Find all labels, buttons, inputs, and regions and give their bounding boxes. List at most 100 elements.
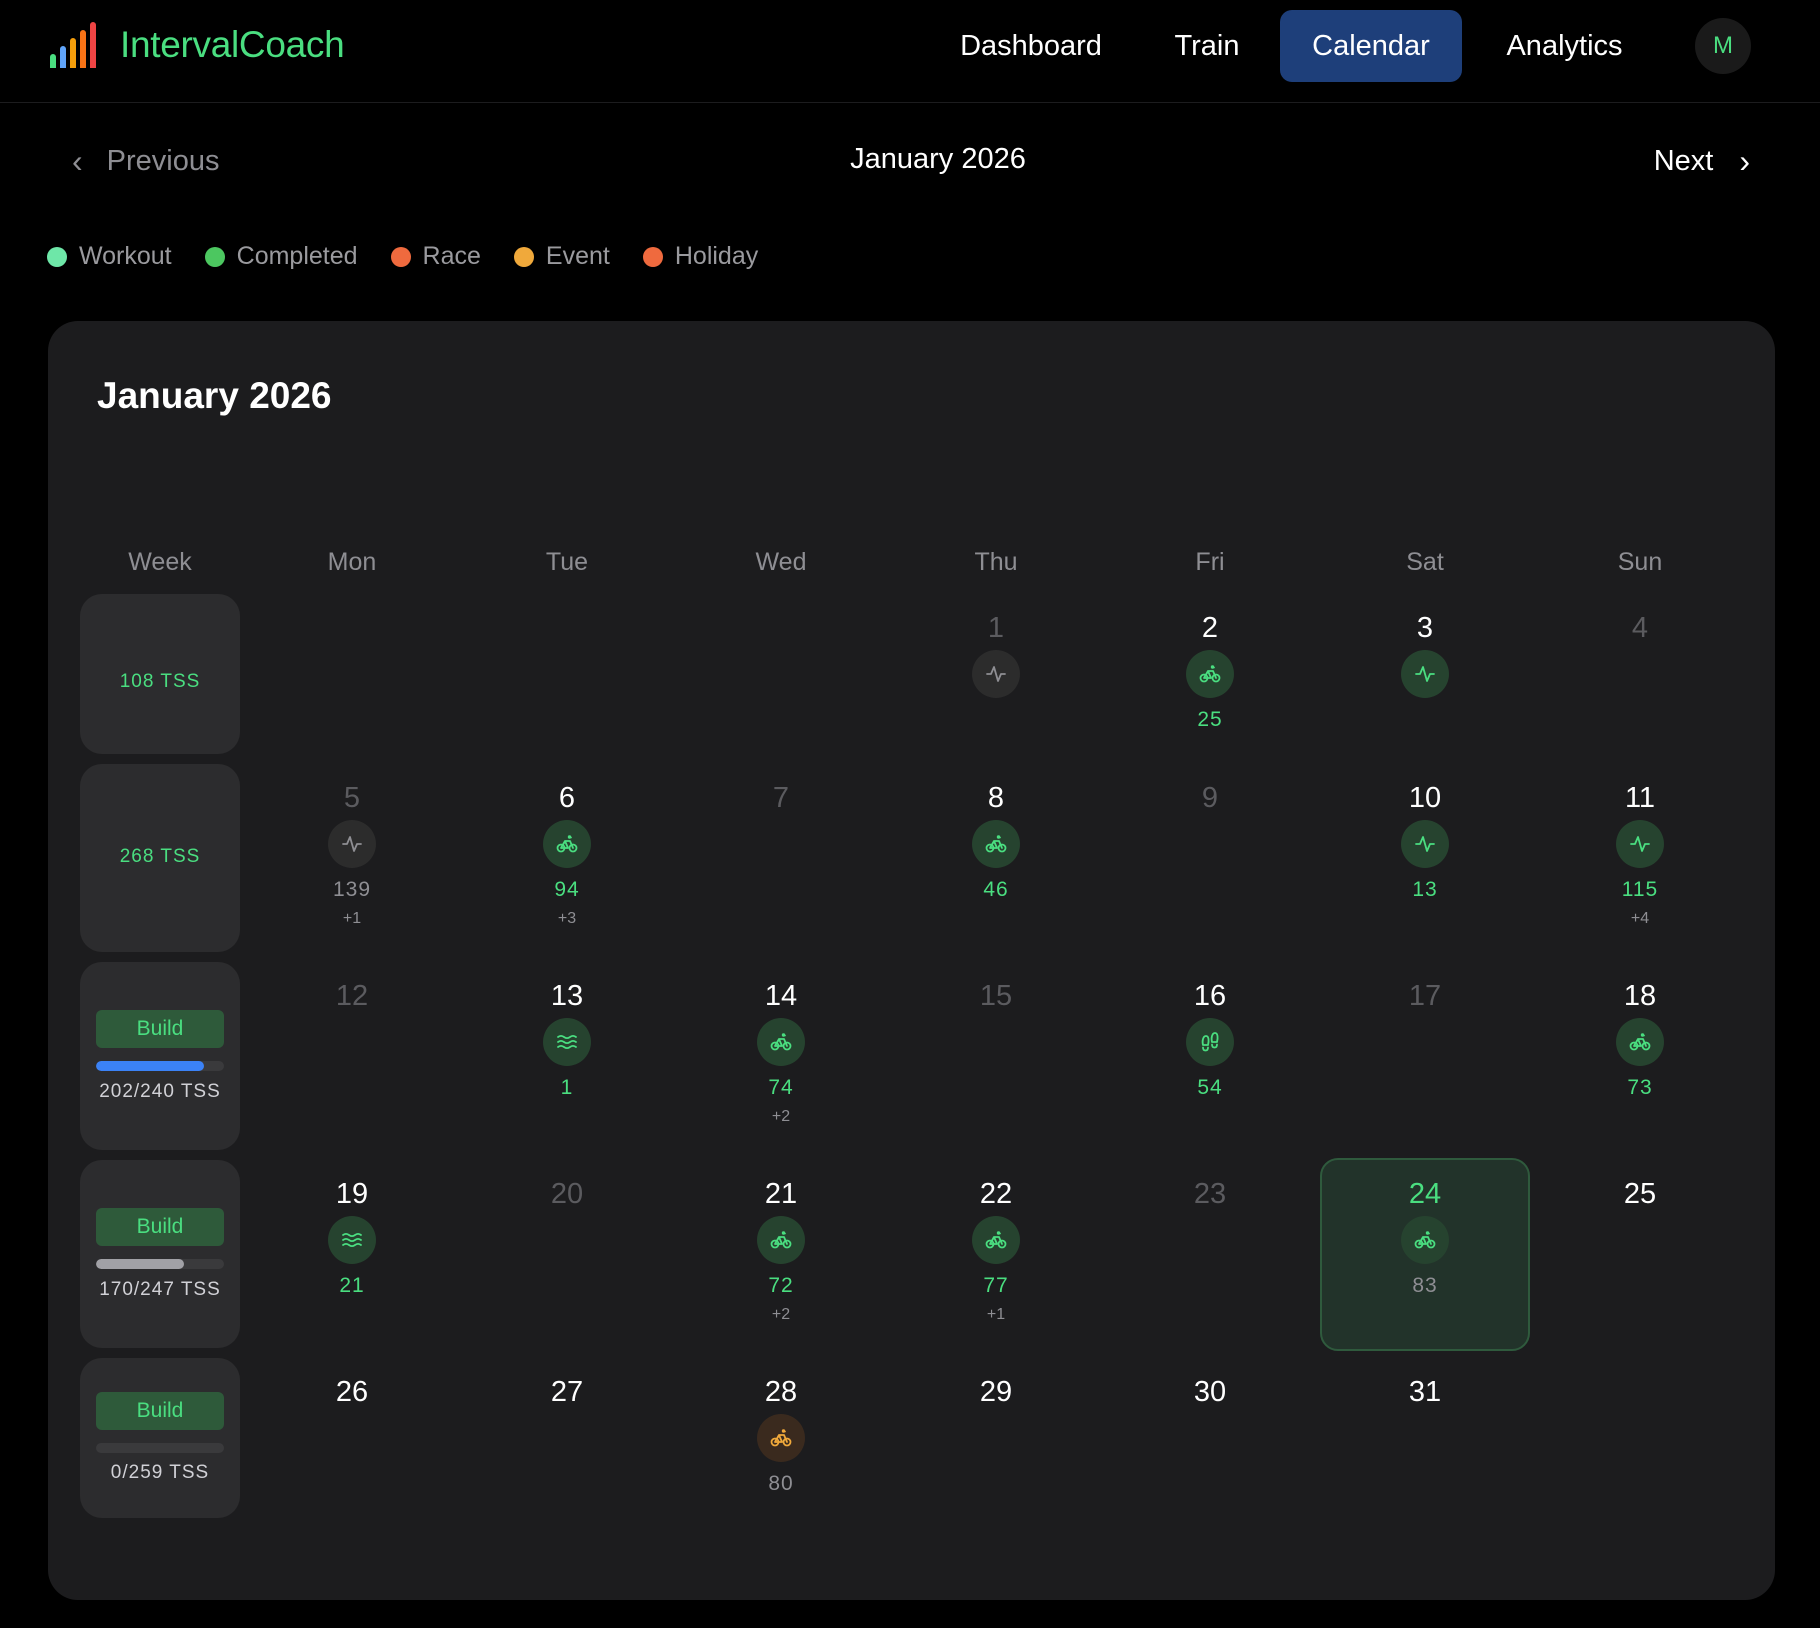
day-cell-30[interactable]: 30 (1110, 1376, 1310, 1556)
day-cell-20[interactable]: 20 (467, 1178, 667, 1358)
more-workouts-count[interactable]: +3 (557, 910, 577, 927)
pulse-icon[interactable] (1401, 650, 1449, 698)
day-cell-14[interactable]: 14 74 +2 (681, 980, 881, 1160)
day-cell-31[interactable]: 31 (1325, 1376, 1525, 1556)
column-header-sat: Sat (1406, 548, 1444, 576)
bike-icon[interactable] (1401, 1216, 1449, 1264)
bike-icon[interactable] (972, 820, 1020, 868)
day-cell-3[interactable]: 3 (1325, 612, 1525, 792)
day-cell-26[interactable]: 26 (252, 1376, 452, 1556)
day-cell-10[interactable]: 10 13 (1325, 782, 1525, 962)
day-number: 12 (335, 980, 369, 1012)
week-tss: 0/259 TSS (110, 1462, 210, 1483)
bike-icon[interactable] (972, 1216, 1020, 1264)
day-cell-12[interactable]: 12 (252, 980, 452, 1160)
column-header-fri: Fri (1195, 548, 1225, 576)
day-cell-23[interactable]: 23 (1110, 1178, 1310, 1358)
legend-label: Event (545, 242, 610, 270)
more-workouts-count[interactable]: +1 (342, 910, 362, 927)
day-tss: 13 (1412, 878, 1438, 901)
more-workouts-count[interactable]: +1 (986, 1306, 1006, 1323)
calendar-legend: Workout Completed Race Event Holiday (47, 242, 791, 271)
more-workouts-count[interactable]: +4 (1630, 910, 1650, 927)
bike-icon[interactable] (757, 1018, 805, 1066)
nav-dashboard[interactable]: Dashboard (960, 29, 1102, 62)
day-cell-15[interactable]: 15 (896, 980, 1096, 1160)
bike-icon[interactable] (1186, 650, 1234, 698)
day-cell-1[interactable]: 1 (896, 612, 1096, 792)
next-month-button[interactable]: Next › (1654, 143, 1750, 180)
race-dot-icon (390, 246, 411, 267)
top-navigation-bar: IntervalCoach Dashboard Train Calendar A… (0, 0, 1820, 103)
day-number: 24 (1408, 1178, 1442, 1210)
day-tss: 73 (1627, 1076, 1653, 1099)
footprints-icon[interactable] (1186, 1018, 1234, 1066)
day-number: 13 (550, 980, 584, 1012)
legend-item-race: Race (390, 242, 481, 271)
column-header-sun: Sun (1617, 548, 1663, 576)
nav-analytics[interactable]: Analytics (1506, 29, 1623, 62)
day-number: 9 (1201, 782, 1219, 814)
day-cell-29[interactable]: 29 (896, 1376, 1096, 1556)
day-cell-22[interactable]: 22 77 +1 (896, 1178, 1096, 1358)
day-cell-4[interactable]: 4 (1540, 612, 1740, 792)
pulse-icon[interactable] (1616, 820, 1664, 868)
pulse-icon[interactable] (972, 650, 1020, 698)
day-number: 15 (979, 980, 1013, 1012)
user-avatar[interactable]: M (1695, 18, 1751, 74)
day-tss: 115 (1621, 878, 1659, 901)
day-cell-8[interactable]: 8 46 (896, 782, 1096, 962)
day-number: 3 (1416, 612, 1434, 644)
pulse-icon[interactable] (1401, 820, 1449, 868)
week-summary-1[interactable]: 108 TSS (80, 594, 240, 754)
week-progress-fill (96, 1259, 185, 1269)
day-number: 25 (1623, 1178, 1657, 1210)
day-cell-13[interactable]: 13 1 (467, 980, 667, 1160)
nav-train[interactable]: Train (1174, 29, 1240, 62)
day-cell-7[interactable]: 7 (681, 782, 881, 962)
day-cell-24[interactable]: 24 83 (1325, 1178, 1525, 1358)
nav-calendar[interactable]: Calendar (1280, 10, 1462, 82)
day-number: 14 (764, 980, 798, 1012)
bike-icon[interactable] (757, 1216, 805, 1264)
bike-icon[interactable] (543, 820, 591, 868)
week-summary-5[interactable]: Build 0/259 TSS (80, 1358, 240, 1518)
holiday-dot-icon (642, 246, 663, 267)
day-number: 8 (987, 782, 1005, 814)
pulse-icon[interactable] (328, 820, 376, 868)
day-cell-18[interactable]: 18 73 (1540, 980, 1740, 1160)
day-cell-16[interactable]: 16 54 (1110, 980, 1310, 1160)
swim-icon[interactable] (328, 1216, 376, 1264)
day-cell-19[interactable]: 19 21 (252, 1178, 452, 1358)
app-logo[interactable]: IntervalCoach (50, 22, 345, 68)
more-workouts-count[interactable]: +2 (771, 1306, 791, 1323)
day-cell-25[interactable]: 25 (1540, 1178, 1740, 1358)
day-cell-9[interactable]: 9 (1110, 782, 1310, 962)
day-cell-11[interactable]: 11 115 +4 (1540, 782, 1740, 962)
day-number: 23 (1193, 1178, 1227, 1210)
day-cell-17[interactable]: 17 (1325, 980, 1525, 1160)
previous-month-button[interactable]: ‹ Previous (72, 143, 219, 180)
more-workouts-count[interactable]: +2 (771, 1108, 791, 1125)
week-summary-3[interactable]: Build 202/240 TSS (80, 962, 240, 1150)
day-cell-5[interactable]: 5 139 +1 (252, 782, 452, 962)
day-number: 26 (335, 1376, 369, 1408)
day-number: 22 (979, 1178, 1013, 1210)
day-tss: 46 (983, 878, 1009, 901)
day-cell-28[interactable]: 28 80 (681, 1376, 881, 1556)
bike-icon[interactable] (1616, 1018, 1664, 1066)
swim-icon[interactable] (543, 1018, 591, 1066)
day-cell-2[interactable]: 2 25 (1110, 612, 1310, 792)
day-number: 29 (979, 1376, 1013, 1408)
day-cell-21[interactable]: 21 72 +2 (681, 1178, 881, 1358)
day-number: 18 (1623, 980, 1657, 1012)
bike-icon[interactable] (757, 1414, 805, 1462)
column-header-tue: Tue (545, 548, 589, 576)
day-tss: 139 (332, 878, 372, 901)
phase-badge: Build (96, 1208, 224, 1246)
week-summary-4[interactable]: Build 170/247 TSS (80, 1160, 240, 1348)
day-cell-27[interactable]: 27 (467, 1376, 667, 1556)
week-summary-2[interactable]: 268 TSS (80, 764, 240, 952)
day-cell-6[interactable]: 6 94 +3 (467, 782, 667, 962)
week-progress-bar (96, 1443, 224, 1453)
